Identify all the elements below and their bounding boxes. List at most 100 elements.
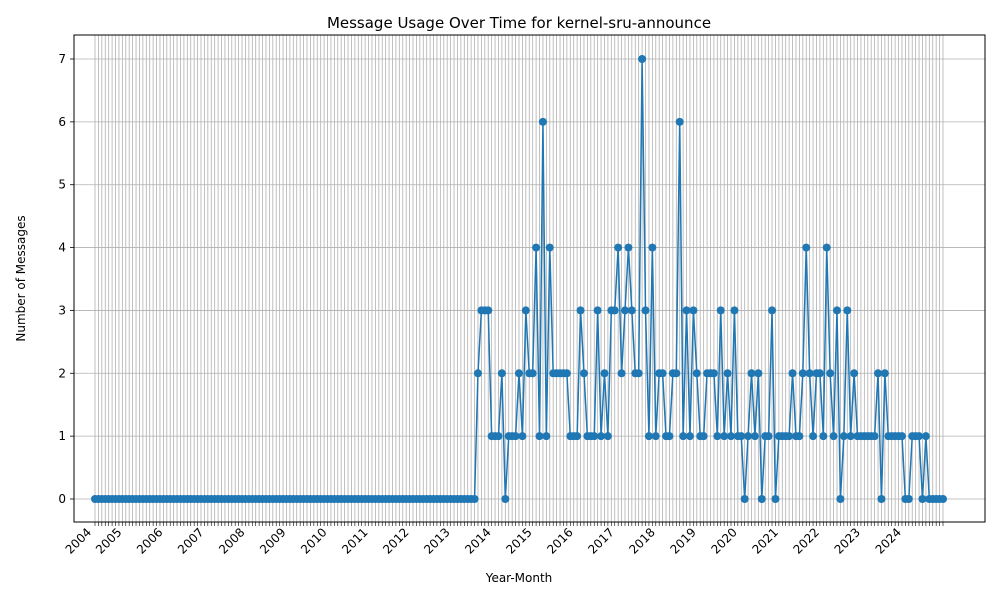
data-point [897, 432, 906, 441]
series-group [91, 55, 947, 503]
data-point [727, 432, 735, 441]
x-tick-label: 2022 [791, 525, 822, 556]
data-point [521, 306, 530, 315]
data-point [679, 432, 688, 441]
data-point [870, 432, 879, 441]
y-tick-label: 2 [58, 366, 66, 380]
data-point [497, 369, 506, 378]
data-point [470, 495, 479, 503]
data-point [798, 369, 807, 378]
data-point [682, 306, 691, 315]
y-tick-label: 0 [58, 492, 66, 506]
data-point [484, 306, 493, 315]
data-point [590, 432, 599, 441]
data-point [877, 495, 886, 503]
x-tick-label: 2015 [503, 525, 534, 556]
data-point [730, 306, 739, 315]
data-point [542, 432, 551, 441]
data-point [785, 432, 794, 441]
data-point [740, 495, 749, 503]
data-point [754, 369, 763, 378]
data-point [518, 432, 527, 441]
data-point [829, 432, 838, 441]
chart-title: Message Usage Over Time for kernel-sru-a… [327, 14, 711, 32]
data-point [614, 243, 623, 252]
data-point [750, 432, 759, 441]
grid [74, 35, 985, 522]
x-tick-label: 2009 [257, 525, 288, 556]
x-tick-label: 2011 [339, 525, 370, 556]
y-tick-label: 7 [58, 52, 66, 66]
data-point [515, 369, 523, 378]
data-point [839, 432, 848, 441]
data-point [815, 369, 824, 378]
data-point [689, 306, 698, 315]
data-point [757, 495, 766, 503]
data-point [723, 369, 732, 378]
data-point [573, 432, 582, 441]
data-point [709, 369, 718, 378]
data-point [720, 432, 729, 441]
x-tick-label: 2020 [708, 525, 739, 556]
data-point [651, 432, 660, 441]
data-point [788, 369, 797, 378]
x-tick-label: 2016 [544, 525, 575, 556]
data-point [819, 432, 828, 441]
data-point [511, 432, 520, 441]
data-point [921, 432, 930, 441]
y-axis: 0 1 2 3 4 5 6 7 [58, 52, 74, 506]
data-point [528, 369, 537, 378]
data-point [833, 306, 841, 315]
data-point [627, 306, 636, 315]
data-point [473, 369, 482, 378]
data-point [802, 243, 811, 252]
data-point [699, 432, 708, 441]
x-tick-label: 2021 [749, 525, 780, 556]
data-point [494, 432, 503, 441]
data-point [874, 369, 883, 378]
x-tick-label: 2010 [298, 525, 329, 556]
data-point [624, 243, 633, 252]
data-point [744, 432, 753, 441]
data-point [805, 369, 814, 378]
data-point [768, 306, 777, 315]
data-point [597, 432, 606, 441]
data-point [747, 369, 756, 378]
data-point [846, 432, 855, 441]
data-point [809, 432, 818, 441]
x-tick-label: 2004 [63, 525, 94, 556]
data-point [939, 495, 947, 503]
data-point [795, 432, 804, 441]
data-point [641, 306, 650, 315]
data-point [638, 55, 647, 63]
data-point [713, 432, 722, 441]
data-point [826, 369, 835, 378]
data-point [648, 243, 657, 252]
data-point [535, 432, 544, 441]
data-point [600, 369, 609, 378]
data-point [737, 432, 746, 441]
data-point [764, 432, 773, 441]
data-point [545, 243, 554, 252]
data-point [771, 495, 780, 503]
data-point [692, 369, 701, 378]
data-point [672, 369, 681, 378]
data-point [538, 117, 547, 126]
data-point [593, 306, 602, 315]
data-point [836, 495, 845, 503]
data-point [716, 306, 725, 315]
x-tick-label: 2012 [380, 525, 411, 556]
x-tick-label: 2023 [832, 525, 863, 556]
y-axis-label: Number of Messages [14, 215, 28, 341]
data-point [617, 369, 626, 378]
data-point [675, 117, 684, 126]
x-axis-label: Year-Month [485, 571, 553, 585]
data-point [603, 432, 612, 441]
y-tick-label: 6 [58, 115, 66, 129]
data-point [904, 495, 913, 503]
data-point [665, 432, 674, 441]
data-point [915, 432, 924, 441]
data-point [843, 306, 852, 315]
data-point [850, 369, 859, 378]
